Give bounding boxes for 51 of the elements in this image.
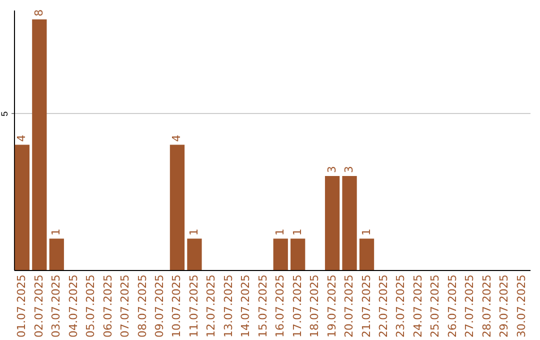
bar bbox=[324, 176, 340, 270]
x-tick-label: 02.07.2025 bbox=[32, 274, 46, 338]
data-label: 8 bbox=[32, 9, 46, 16]
x-tick-label: 20.07.2025 bbox=[342, 274, 356, 338]
x-tick-label: 05.07.2025 bbox=[84, 274, 98, 338]
data-label: 1 bbox=[290, 228, 304, 236]
x-tick-label: 04.07.2025 bbox=[66, 274, 80, 338]
x-tick-label: 10.07.2025 bbox=[170, 274, 184, 338]
bar bbox=[273, 238, 288, 270]
bar bbox=[32, 19, 47, 270]
x-tick-label: 14.07.2025 bbox=[239, 274, 252, 338]
x-tick-label: 23.07.2025 bbox=[394, 274, 408, 338]
data-label: 4 bbox=[15, 134, 28, 142]
data-label: 1 bbox=[187, 228, 200, 236]
x-tick-label: 15.07.2025 bbox=[256, 274, 270, 338]
x-tick-label: 29.07.2025 bbox=[498, 274, 511, 338]
x-tick-label: 07.07.2025 bbox=[118, 274, 132, 338]
bar bbox=[359, 238, 374, 270]
x-tick-label: 27.07.2025 bbox=[463, 274, 476, 338]
bar bbox=[342, 176, 357, 270]
bar bbox=[187, 238, 202, 270]
x-tick-label: 17.07.2025 bbox=[290, 274, 304, 338]
x-tick-label: 13.07.2025 bbox=[222, 274, 235, 338]
x-tick-label: 12.07.2025 bbox=[204, 274, 218, 338]
bar bbox=[290, 238, 306, 270]
x-tick-label: 08.07.2025 bbox=[136, 274, 149, 338]
x-tick-label: 11.07.2025 bbox=[187, 274, 200, 338]
x-tick-label: 18.07.2025 bbox=[308, 274, 322, 338]
x-tick-label: 26.07.2025 bbox=[446, 274, 459, 338]
x-tick-label: 30.07.2025 bbox=[514, 274, 528, 338]
x-tick-label: 16.07.2025 bbox=[274, 274, 287, 338]
data-label: 1 bbox=[274, 228, 287, 236]
x-tick-label: 24.07.2025 bbox=[411, 274, 424, 338]
data-label: 3 bbox=[325, 166, 338, 174]
bar bbox=[14, 144, 30, 270]
x-tick-label: 03.07.2025 bbox=[50, 274, 63, 338]
x-tick-label: 09.07.2025 bbox=[153, 274, 166, 338]
x-tick-label: 06.07.2025 bbox=[101, 274, 114, 338]
data-label: 4 bbox=[170, 134, 184, 142]
bar bbox=[170, 144, 185, 270]
x-tick-label: 01.07.2025 bbox=[15, 274, 28, 338]
x-tick-label: 19.07.2025 bbox=[325, 274, 338, 338]
y-tick-label: 5 bbox=[0, 111, 10, 116]
data-label: 3 bbox=[342, 166, 356, 174]
x-tick-label: 25.07.2025 bbox=[428, 274, 442, 338]
data-label: 1 bbox=[50, 228, 63, 236]
x-tick-label: 21.07.2025 bbox=[360, 274, 373, 338]
x-tick-label: 22.07.2025 bbox=[376, 274, 390, 338]
x-tick-label: 28.07.2025 bbox=[480, 274, 494, 338]
bar bbox=[49, 238, 64, 270]
data-label: 1 bbox=[360, 228, 373, 236]
